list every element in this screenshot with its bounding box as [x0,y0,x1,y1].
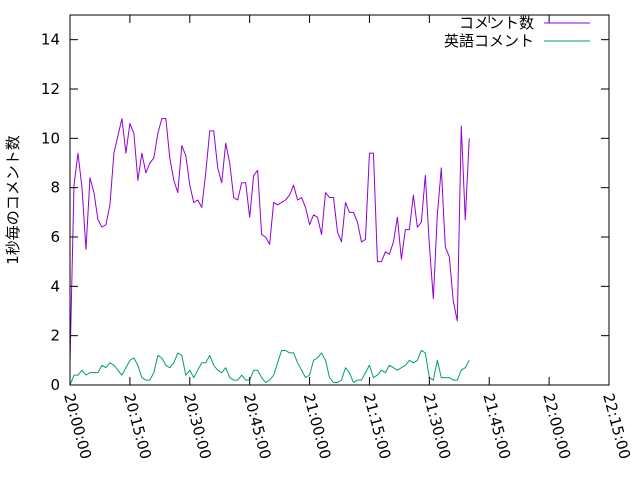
x-tick-label: 20:30:00 [180,391,215,461]
y-tick-label: 8 [50,179,60,197]
x-tick-label: 21:15:00 [360,391,395,461]
x-tick-label: 20:15:00 [120,391,155,461]
y-tick-label: 10 [41,129,60,147]
tick-layer: 0 2 4 6 8 10 12 14 20:00:00 20:15:00 20:30:00 20:45… [41,15,634,461]
series-line-0 [69,118,470,363]
y-tick-label: 12 [41,80,60,98]
x-tick-label: 22:15:00 [599,391,634,461]
y-tick-label: 0 [50,376,60,394]
x-tick-label: 20:00:00 [60,391,95,461]
legend-label-0: コメント数 [459,14,534,32]
series-layer [69,118,470,386]
y-tick-label: 2 [50,327,60,345]
plot-frame [69,14,610,386]
x-tick-label: 20:45:00 [240,391,275,461]
y-tick-label: 4 [50,277,60,295]
x-tick-label: 21:00:00 [300,391,335,461]
y-tick-label: 14 [41,31,60,49]
y-axis-label: 1秒毎のコメント数 [4,135,22,265]
x-tick-label: 21:30:00 [419,391,454,461]
legend-label-1: 英語コメント [444,32,534,50]
x-tick-label: 22:00:00 [539,391,574,461]
series-line-1 [69,349,470,386]
y-tick-label: 6 [50,228,60,246]
x-tick-label: 21:45:00 [479,391,514,461]
